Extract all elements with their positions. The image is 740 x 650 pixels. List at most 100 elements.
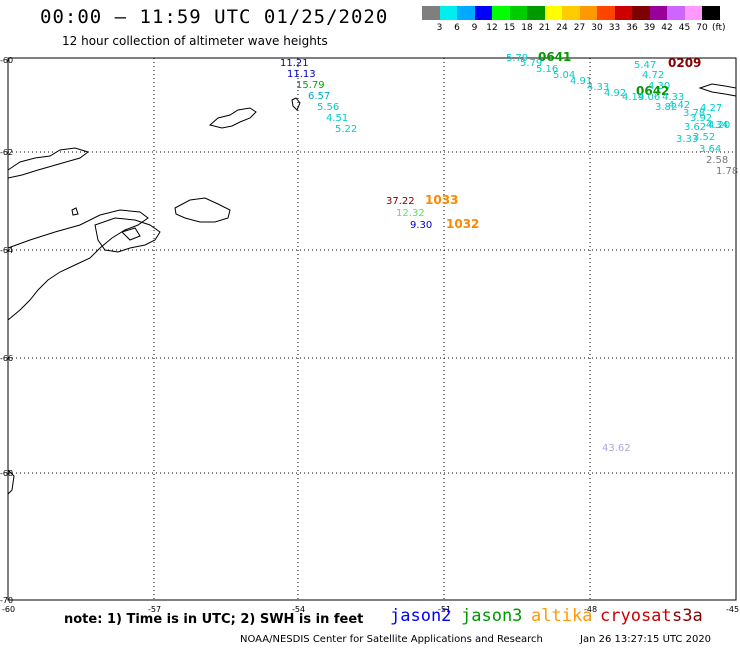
wave-height-reading: 4.19 [622,92,644,103]
color-swatch [684,6,702,20]
color-tick-label: 12 [486,23,498,33]
color-tick-label: 30 [591,23,603,33]
color-swatch [702,6,720,20]
color-tick-label: 45 [678,23,691,33]
graticule [8,58,736,600]
satellite-label: cryosat [600,606,672,626]
wave-height-reading: 3.52 [693,132,715,143]
wave-height-reading: 4.51 [326,113,348,124]
color-swatch [614,6,632,20]
color-swatch [474,6,492,20]
wave-height-reading: 5.16 [536,64,558,75]
color-swatch [649,6,667,20]
wave-height-reading: 1.78 [716,166,738,177]
wave-height-reading: 5.04 [553,70,575,81]
generated-timestamp: Jan 26 13:27:15 UTC 2020 [580,634,712,645]
color-tick-label: 36 [626,23,638,33]
longitude-label: -54 [292,605,305,614]
latitude-label: -62 [0,148,13,157]
satellite-label: jason3 [461,606,523,626]
color-tick-label: 21 [538,23,551,33]
longitude-label: -45 [726,605,739,614]
wave-height-reading: 4.33 [587,82,609,93]
wave-height-reading: 3.78 [683,108,705,119]
wave-height-reading: 15.79 [296,80,325,91]
color-tick-label: 6 [454,23,460,33]
longitude-labels: -60 -57 -54 -51 -48 -45 [2,605,739,614]
wave-height-reading: 3.33 [676,134,698,145]
color-tick-label: 33 [608,23,621,33]
color-tick-label: 3 [436,23,443,33]
wave-height-reading: 4.92 [604,88,626,99]
wave-height-reading: 3.92 [690,113,712,124]
color-unit-label: (ft) [712,23,726,33]
latitude-label: -60 [0,56,13,65]
latitude-labels: -60 -62 -64 -66 -68 -70 [0,56,13,605]
coastline [7,83,737,495]
color-swatch [457,6,475,20]
wave-height-reading: 43.62 [602,443,631,454]
wave-height-reading: 37.22 [386,196,415,207]
map-subtitle: 12 hour collection of altimeter wave hei… [62,34,328,48]
wave-height-reading: 2.58 [706,155,728,166]
wave-height-reading: 11.13 [287,69,316,80]
wave-height-reading: 4.33 [662,92,684,103]
color-swatch [579,6,597,20]
wave-height-reading: 3.64 [699,144,721,155]
map-frame [7,57,737,601]
wave-height-reading: 0209 [668,56,701,70]
wave-height-reading: 1033 [425,193,458,207]
longitude-label: -51 [438,605,451,614]
wave-height-reading: 1032 [446,217,479,231]
map-title: 00:00 – 11:59 UTC 01/25/2020 [40,6,389,28]
longitude-label: -60 [2,605,15,614]
color-swatch [632,6,650,20]
color-tick-label: 70 [696,23,708,33]
color-swatch [509,6,527,20]
longitude-label: -48 [584,605,597,614]
wave-height-reading: 5.47 [634,60,656,71]
wave-height-reading: 12.32 [396,208,425,219]
credit-line: NOAA/NESDIS Center for Satellite Applica… [240,634,543,645]
satellite-label: altika [531,606,593,626]
color-tick-label: 39 [643,23,656,33]
wave-height-reading: 4.27 [700,103,722,114]
wave-height-reading: 5.56 [317,102,339,113]
wave-height-reading: 3.62 [684,122,706,133]
color-swatch [667,6,685,20]
latitude-label: -70 [0,596,13,605]
latitude-label: -68 [0,469,13,478]
wave-height-reading: 4.06 [638,92,660,103]
wave-height-reading: 9.30 [410,220,432,231]
color-swatch [544,6,562,20]
wave-height-reading: 6.57 [308,91,330,102]
wave-height-reading: 4.42 [668,100,690,111]
color-swatch [597,6,615,20]
latitude-label: -64 [0,246,13,255]
wave-height-reading: 5.79 [520,58,542,69]
color-swatch [422,6,440,20]
color-tick-label: 9 [471,23,478,33]
satellite-label: s3a [672,606,703,626]
footer-note: note: 1) Time is in UTC; 2) SWH is in fe… [64,612,364,627]
wave-height-reading: 4.91 [570,76,592,87]
color-tick-label: 42 [661,23,673,33]
wave-height-reading: 5.22 [335,124,357,135]
color-swatch [439,6,457,20]
wave-height-reading: 5.79 [506,53,528,64]
color-tick-label: 24 [556,23,568,33]
latitude-label: -66 [0,354,13,363]
wave-height-reading: 3.82 [655,102,677,113]
wave-height-reading: 0642 [636,84,669,98]
wave-height-reading: 4.30 [648,81,670,92]
wave-height-reading: 11.21 [280,58,309,69]
satellite-label: jason2 [390,606,452,626]
longitude-label: -57 [148,605,161,614]
wave-height-reading: 4.20 [708,120,730,131]
wave-height-reading: 4.72 [642,70,664,81]
wave-height-reading: 0641 [538,50,571,64]
color-tick-label: 27 [573,23,586,33]
color-swatch [527,6,545,20]
